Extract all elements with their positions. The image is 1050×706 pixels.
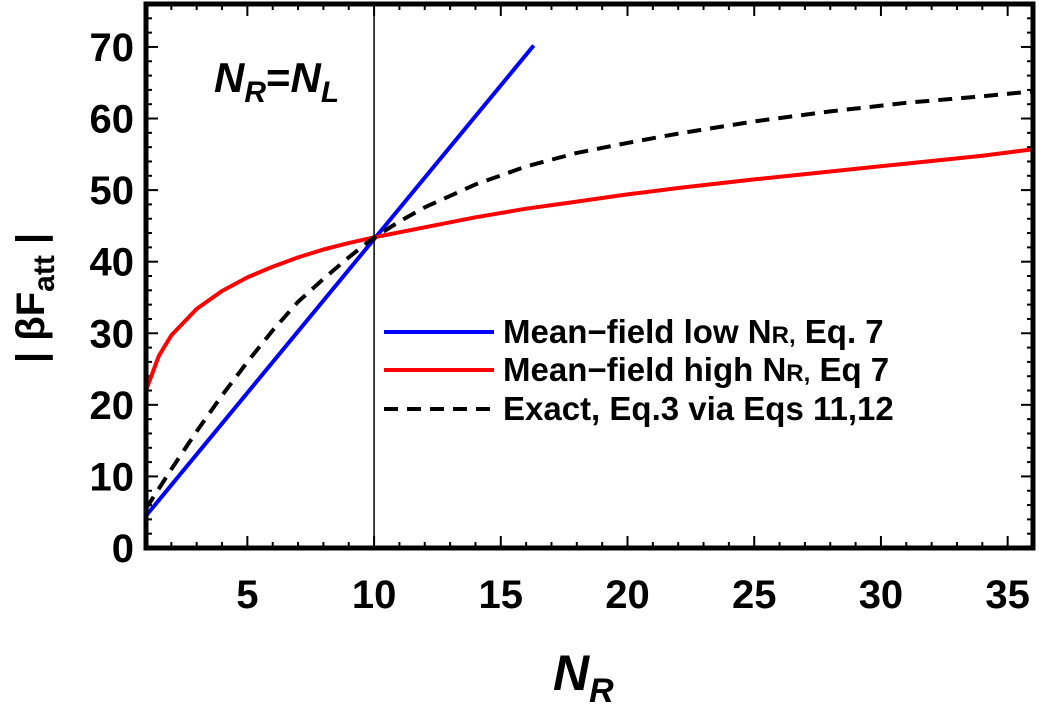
y-tick-label: 60 (90, 98, 135, 142)
y-axis-title-tail: | (9, 233, 53, 255)
annotation-eq: = (266, 54, 291, 101)
x-tick-label: 20 (605, 573, 650, 617)
annotation-lhs: N (214, 54, 246, 101)
legend-label-1: Mean−field low NR, Eq. 7 (503, 313, 884, 350)
y-tick-label: 10 (90, 455, 135, 499)
y-axis-title-sub: att (28, 255, 61, 292)
legend-label-main: Exact, Eq.3 via Eqs 11,12 (503, 390, 894, 427)
x-axis-title-sub: R (589, 672, 614, 706)
y-tick-label: 20 (90, 384, 135, 428)
series-line-3 (144, 89, 1034, 510)
x-axis-title-main: N (553, 645, 590, 701)
legend-label-2: Mean−field high NR, Eq 7 (503, 351, 889, 388)
y-tick-label: 50 (90, 169, 135, 213)
x-tick-label: 35 (985, 573, 1030, 617)
x-tick-label: 30 (859, 573, 904, 617)
series-line-2 (144, 147, 1034, 392)
legend-label-tail: Eq 7 (810, 351, 889, 388)
legend-label-3: Exact, Eq.3 via Eqs 11,12 (503, 390, 894, 427)
legend-label-main: Mean−field low N (503, 313, 772, 350)
y-tick-label: 30 (90, 312, 135, 356)
y-tick-label: 40 (90, 241, 135, 285)
annotation-rhs: N (291, 54, 323, 101)
plot-frame (143, 1, 1036, 551)
legend-label-sub: R, (772, 322, 796, 349)
y-tick-label: 0 (112, 527, 134, 571)
legend-label-main: Mean−field high N (503, 351, 786, 388)
series-line-1 (144, 44, 536, 518)
y-axis-title: | βFatt | (9, 233, 61, 363)
x-tick-label: 10 (352, 573, 397, 617)
annotation-rhs-sub: L (321, 76, 339, 109)
y-axis-title-main: | βF (9, 292, 53, 363)
x-tick-label: 5 (236, 573, 258, 617)
annotation-lhs-sub: R (244, 76, 266, 109)
y-tick-label: 70 (90, 26, 135, 70)
axis-labels: NR | βFatt | (9, 233, 614, 706)
legend-label-tail: Eq. 7 (796, 313, 884, 350)
x-tick-label: 15 (479, 573, 524, 617)
annotation-layer: NR=NL (214, 4, 375, 548)
x-tick-label: 25 (732, 573, 777, 617)
annotation-label: NR=NL (214, 54, 339, 109)
series-layer (144, 44, 1034, 518)
legend-label-sub: R, (786, 360, 810, 387)
x-axis-title: NR (553, 645, 614, 706)
